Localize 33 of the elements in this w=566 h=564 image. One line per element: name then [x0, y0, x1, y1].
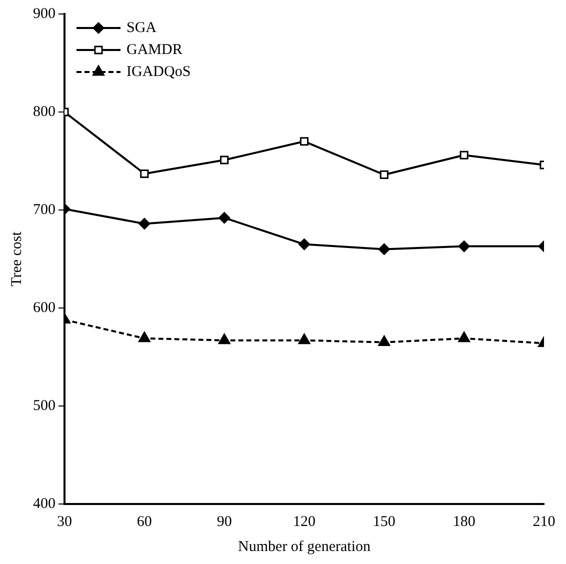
- x-tick-label: 210: [532, 514, 556, 530]
- legend-label: IGADQoS: [126, 64, 191, 80]
- x-tick-label: 90: [216, 514, 232, 530]
- point: [458, 240, 470, 252]
- point: [380, 170, 388, 180]
- point: [218, 334, 230, 344]
- y-tick-label: 600: [33, 300, 56, 316]
- point: [460, 150, 468, 160]
- x-tick-label: 30: [57, 514, 72, 530]
- x-tick-label: 150: [372, 514, 396, 530]
- point: [298, 238, 310, 250]
- y-tick-label: 700: [33, 202, 56, 218]
- point: [458, 332, 470, 342]
- x-tick-label: 60: [136, 514, 152, 530]
- point: [220, 156, 229, 164]
- point: [140, 169, 149, 178]
- x-tick-label: 180: [452, 514, 476, 530]
- legend-label: SGA: [126, 20, 157, 36]
- x-tick-label: 120: [293, 514, 316, 530]
- point: [298, 334, 310, 344]
- point: [218, 212, 230, 224]
- legend-label: GAMDR: [126, 42, 182, 58]
- x-axis-title: Number of generation: [238, 538, 371, 555]
- y-axis-title: Tree cost: [8, 230, 25, 286]
- y-tick-label: 400: [33, 496, 56, 512]
- y-tick-label: 500: [33, 398, 56, 414]
- point: [300, 137, 309, 146]
- point: [138, 218, 150, 230]
- y-tick-label: 900: [33, 6, 56, 22]
- point: [138, 332, 150, 342]
- y-tick-label: 800: [33, 104, 56, 120]
- point: [378, 243, 390, 255]
- point: [378, 336, 390, 346]
